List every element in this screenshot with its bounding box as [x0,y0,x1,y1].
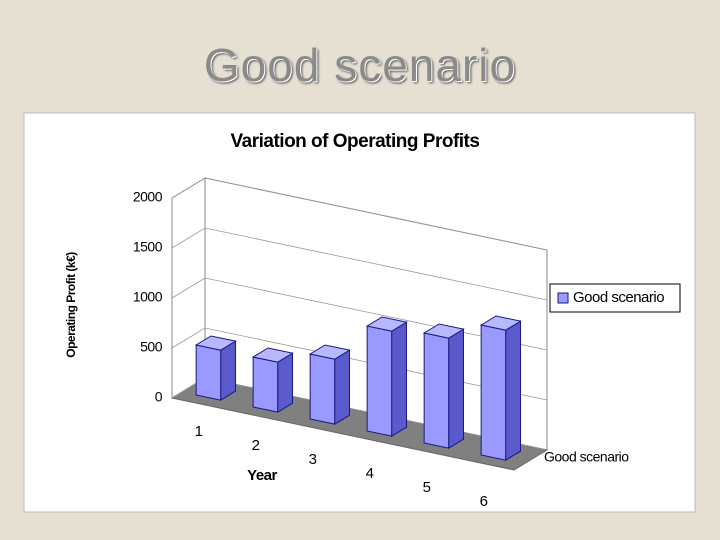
bar-top [479,315,522,331]
legend [549,283,681,313]
bar-side [277,352,294,414]
y-tick-label: 1000 [133,289,163,305]
grid-line [171,177,548,251]
bar-front [195,344,222,401]
bar-front [252,356,279,413]
legend-swatch [557,292,569,304]
bar-side [334,349,351,426]
bar-top [422,323,465,339]
x-tick-label: 6 [480,493,488,510]
grid-line [171,227,548,301]
bar-front [366,325,393,437]
slide-title: Good scenario [203,39,517,91]
y-tick-label: 2000 [133,189,163,205]
y-tick-label: 0 [155,389,163,405]
chart-title: Variation of Operating Profits [231,131,480,152]
x-tick-label: 4 [366,465,374,482]
y-axis-title: Operating Profit (k€) [64,252,78,358]
x-axis-title: Year [247,467,277,484]
bar-top [251,347,294,363]
bar-top [365,316,408,332]
y-tick-label: 1500 [133,239,163,255]
bar-front [309,353,336,425]
x-tick-label: 1 [195,423,203,440]
bar-side [448,328,465,450]
x-tick-label: 5 [423,479,431,496]
bar-side [505,320,522,462]
bar-side [391,321,408,438]
grid-line [171,277,548,351]
bar-side [220,340,237,402]
series-axis-label: Good scenario [544,449,629,465]
bar-top [194,335,237,351]
bar-front [480,324,507,461]
x-tick-label: 3 [309,451,317,468]
y-tick-label: 500 [140,339,163,355]
bar-top [308,344,351,360]
x-tick-label: 2 [252,437,260,454]
legend-label: Good scenario [573,289,664,306]
bar-front [423,332,450,449]
